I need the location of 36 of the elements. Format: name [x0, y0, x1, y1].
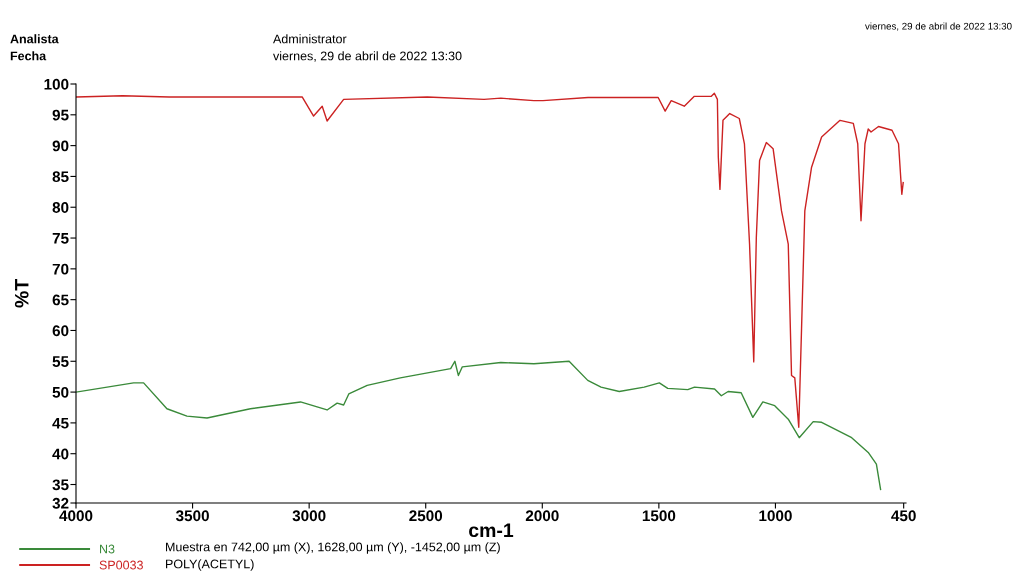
y-tick-label: 60	[52, 325, 69, 337]
x-axis-title: cm-1	[469, 523, 514, 538]
y-axis-title: %T	[14, 279, 29, 308]
y-tick-label: 70	[52, 263, 69, 275]
text: Muestra en 742,00 µm (X), 1628,00 µm (Y), -1452,00 µm (Z)	[166, 542, 500, 554]
text: Fecha	[10, 51, 47, 61]
line-series	[76, 360, 882, 491]
text: viernes, 29 de abril de 2022 13:30	[865, 22, 1012, 31]
x-tick-label: 3500	[175, 510, 209, 522]
y-tick-label: 65	[52, 294, 69, 306]
text: SP0033	[99, 560, 143, 570]
x-tick-label: 450	[891, 510, 916, 522]
x-tick-label: 2000	[525, 510, 559, 522]
x-tick-label: 1500	[642, 510, 676, 522]
y-tick-label: 55	[52, 356, 69, 367]
y-tick-label: 85	[52, 171, 69, 183]
y-tick-label: 35	[52, 479, 69, 491]
x-tick-label: 3000	[292, 510, 326, 522]
y-tick-label: 40	[52, 448, 69, 460]
x-tick-label: 2500	[409, 510, 443, 522]
y-tick-label: 32	[52, 497, 69, 509]
y-tick-label: 45	[52, 417, 69, 429]
x-tick-label: 1000	[759, 510, 792, 522]
y-tick-label: 95	[52, 109, 69, 121]
y-tick-label: 75	[52, 233, 69, 244]
line-series	[76, 92, 904, 428]
y-tick-label: 90	[52, 140, 69, 152]
y-tick-label: 50	[52, 386, 69, 398]
text: Administrator	[273, 34, 347, 44]
text: POLY(ACETYL)	[166, 559, 254, 571]
text: Analista	[10, 34, 59, 44]
y-tick-label: 100	[44, 78, 69, 90]
x-tick-label: 4000	[59, 510, 93, 522]
text: N3	[100, 544, 115, 554]
y-tick-label: 80	[52, 202, 69, 213]
text: viernes, 29 de abril de 2022 13:30	[273, 51, 462, 62]
